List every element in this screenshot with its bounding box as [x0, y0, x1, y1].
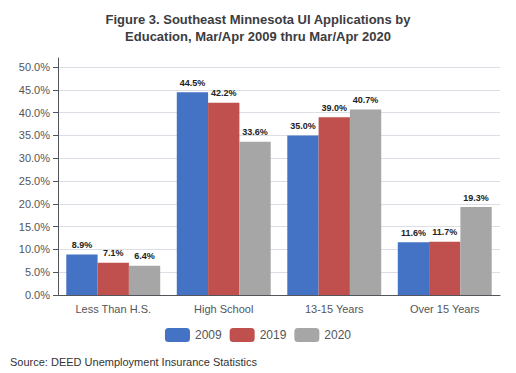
svg-text:50.0%: 50.0% — [19, 61, 50, 73]
svg-text:40.7%: 40.7% — [353, 95, 379, 105]
svg-text:40.0%: 40.0% — [19, 107, 50, 119]
svg-text:35.0%: 35.0% — [290, 121, 316, 131]
svg-text:Less Than H.S.: Less Than H.S. — [75, 303, 151, 315]
svg-text:2020: 2020 — [324, 328, 351, 342]
svg-text:11.6%: 11.6% — [401, 228, 426, 238]
svg-text:42.2%: 42.2% — [211, 88, 237, 98]
svg-text:33.6%: 33.6% — [242, 127, 268, 137]
svg-text:Education, Mar/Apr 2009 thru M: Education, Mar/Apr 2009 thru Mar/Apr 202… — [125, 29, 391, 44]
svg-text:Figure 3. Southeast Minnesota: Figure 3. Southeast Minnesota UI Applica… — [105, 12, 411, 27]
svg-text:2019: 2019 — [260, 328, 287, 342]
svg-text:8.9%: 8.9% — [72, 240, 93, 250]
svg-text:30.0%: 30.0% — [19, 152, 50, 164]
svg-text:11.7%: 11.7% — [432, 227, 457, 237]
svg-text:45.0%: 45.0% — [19, 84, 50, 96]
svg-text:39.0%: 39.0% — [321, 103, 347, 113]
svg-text:19.3%: 19.3% — [463, 193, 489, 203]
svg-text:High School: High School — [194, 303, 253, 315]
svg-text:25.0%: 25.0% — [19, 175, 50, 187]
svg-text:35.0%: 35.0% — [19, 129, 50, 141]
svg-text:44.5%: 44.5% — [180, 78, 206, 88]
svg-text:7.1%: 7.1% — [103, 248, 124, 258]
svg-text:5.0%: 5.0% — [25, 266, 50, 278]
svg-text:20.0%: 20.0% — [19, 198, 50, 210]
svg-text:Source: DEED Unemployment Insu: Source: DEED Unemployment Insurance Stat… — [10, 356, 257, 368]
svg-text:Over 15 Years: Over 15 Years — [410, 303, 480, 315]
svg-text:2009: 2009 — [195, 328, 222, 342]
svg-text:0.0%: 0.0% — [25, 289, 50, 301]
svg-text:15.0%: 15.0% — [19, 221, 50, 233]
svg-text:13-15 Years: 13-15 Years — [305, 303, 364, 315]
svg-text:10.0%: 10.0% — [19, 243, 50, 255]
svg-text:6.4%: 6.4% — [134, 251, 155, 261]
